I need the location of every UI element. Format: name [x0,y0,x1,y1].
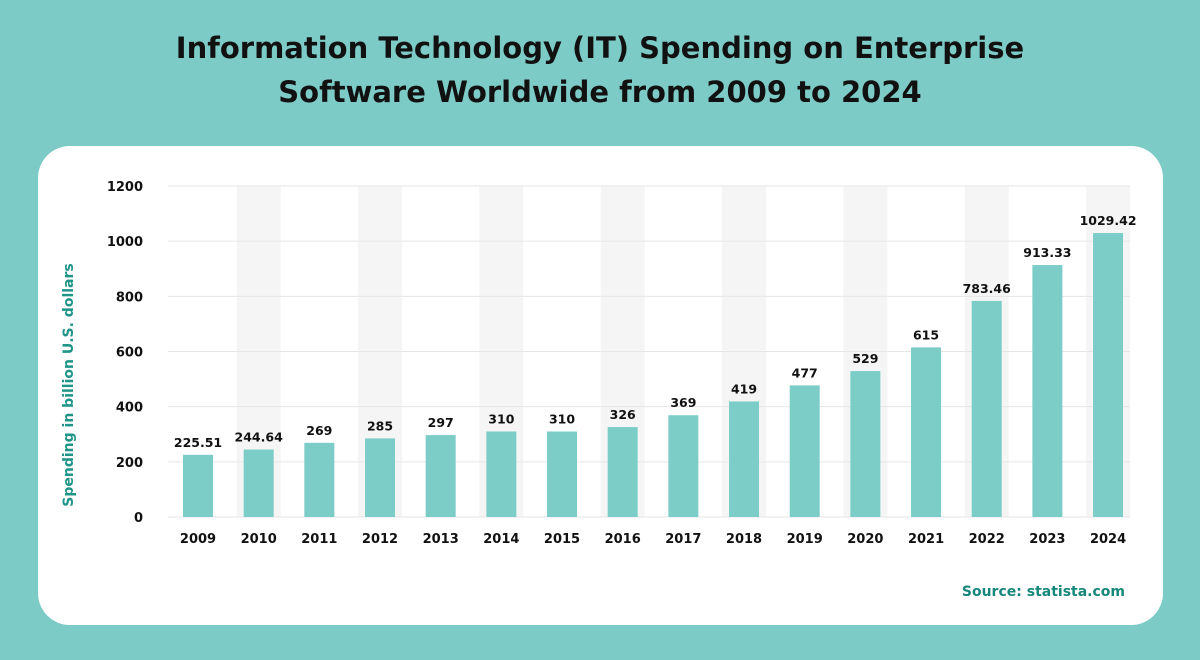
bar [1093,233,1124,518]
bar [486,431,517,517]
data-label: 269 [306,423,332,438]
bar [607,427,638,517]
bar [1032,265,1063,517]
data-label: 297 [428,415,454,430]
bar [183,454,213,517]
x-tick-label: 2021 [908,532,944,547]
bar [729,401,760,517]
bar [425,435,456,517]
y-tick-label: 400 [116,401,143,416]
x-tick-label: 2011 [301,532,337,547]
bar [243,449,274,517]
x-tick-label: 2024 [1090,532,1126,547]
x-tick-label: 2016 [605,532,641,547]
x-tick-label: 2019 [787,532,823,547]
x-tick-label: 2014 [483,532,519,547]
bar [304,442,335,517]
x-tick-label: 2015 [544,532,580,547]
y-tick-label: 200 [116,456,143,471]
y-tick-label: 1200 [107,180,143,195]
bar [365,438,396,517]
chart-title-line-2: Software Worldwide from 2009 to 2024 [278,75,922,109]
x-tick-label: 2020 [847,532,883,547]
data-label: 1029.42 [1080,213,1137,228]
x-tick-label: 2012 [362,532,398,547]
data-label: 369 [670,395,696,410]
x-tick-label: 2017 [665,532,701,547]
y-tick-label: 800 [116,290,143,305]
x-tick-label: 2023 [1029,532,1065,547]
data-label: 285 [367,418,393,433]
data-label: 419 [731,381,757,396]
chart-title-line-1: Information Technology (IT) Spending on … [175,31,1025,65]
bar [668,415,699,517]
y-tick-label: 600 [116,346,143,361]
data-label: 244.64 [235,430,284,445]
x-tick-label: 2022 [969,532,1005,547]
data-label: 783.46 [963,281,1012,296]
bar [789,385,820,517]
data-label: 615 [913,327,939,342]
bar [911,347,942,517]
bar [971,300,1002,517]
x-tick-label: 2018 [726,532,762,547]
data-label: 477 [792,365,818,380]
data-label: 310 [549,411,575,426]
source-label: Source: statista.com [961,584,1125,600]
data-label: 310 [488,411,514,426]
data-label: 529 [852,351,878,366]
bar [547,431,578,517]
y-tick-label: 1000 [107,235,143,250]
data-label: 913.33 [1023,245,1071,260]
chart-title: Information Technology (IT) Spending on … [0,26,1200,114]
x-tick-label: 2013 [423,532,459,547]
y-axis-label: Spending in billion U.S. dollars [61,263,77,506]
x-tick-label: 2009 [180,532,216,547]
data-label: 326 [610,407,636,422]
x-tick-label: 2010 [241,532,277,547]
y-tick-label: 0 [134,511,143,526]
bar [850,371,881,517]
data-label: 225.51 [174,435,222,450]
